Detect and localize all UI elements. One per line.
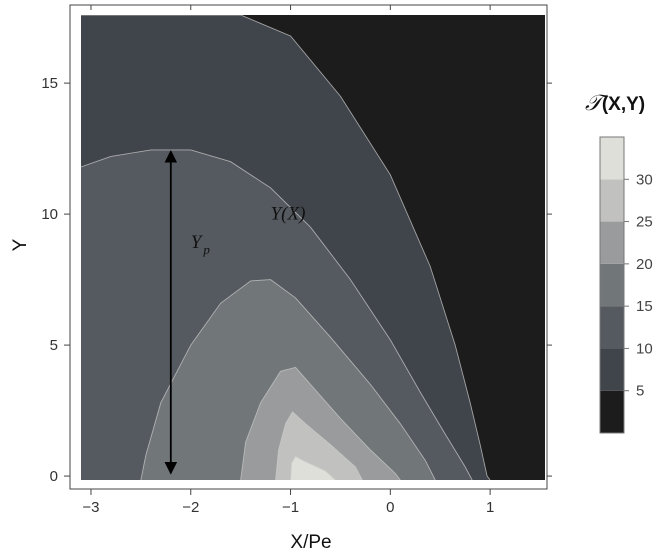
legend-tick-label: 5 — [636, 383, 644, 400]
x-tick-label: 1 — [486, 499, 494, 516]
legend-tick-label: 25 — [636, 214, 653, 231]
x-tick-label: −1 — [282, 499, 299, 516]
x-tick-label: −3 — [82, 499, 99, 516]
legend-swatch-2 — [600, 306, 624, 349]
contour-line-20 — [240, 366, 401, 480]
legend-title: 𝒯(X,Y) — [585, 91, 645, 116]
y-tick-label: 10 — [41, 206, 58, 223]
plot-frame — [69, 4, 548, 490]
x-axis-title: X/Pe — [290, 532, 331, 553]
legend-tick-label: 30 — [636, 171, 653, 188]
x-tick-label: −2 — [182, 499, 199, 516]
legend-title-text: (X,Y) — [602, 94, 645, 115]
y-tick-label: 0 — [50, 468, 58, 485]
legend-frame — [599, 136, 625, 434]
contour-line-5 — [81, 15, 491, 480]
legend-tick-label: 10 — [636, 340, 653, 357]
contour-line-30 — [290, 455, 336, 480]
contour-band-6 — [81, 456, 336, 480]
legend-swatch-6 — [600, 137, 624, 180]
legend-swatch-5 — [600, 179, 624, 222]
legend-swatch-0 — [600, 390, 624, 433]
contour-line-25 — [275, 411, 363, 480]
y-tick-label: 5 — [50, 337, 58, 354]
legend-tick-label: 20 — [636, 256, 653, 273]
contour-line-10 — [81, 149, 473, 480]
legend-swatch-3 — [600, 263, 624, 307]
legend-swatch-1 — [600, 348, 624, 391]
contour-line-15 — [140, 279, 436, 480]
x-tick-label: 0 — [386, 499, 394, 516]
annotation-0: Y(X) — [271, 203, 306, 224]
plot-area — [81, 15, 545, 480]
color-legend: 𝒯(X,Y) 5 10 15 20 25 30 — [585, 91, 653, 434]
y-axis-title: Y — [10, 238, 31, 251]
legend-swatch-4 — [600, 221, 624, 264]
legend-tick-label: 15 — [636, 298, 653, 315]
y-tick-label: 15 — [41, 75, 58, 92]
